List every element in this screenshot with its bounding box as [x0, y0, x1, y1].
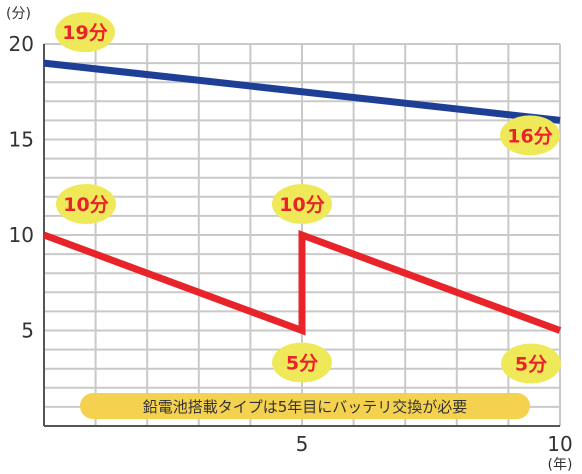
- value-label: 10分: [56, 184, 116, 224]
- label-text: 5分: [515, 354, 547, 376]
- data-labels: 19分 16分 10分 10分 5分 5分: [55, 12, 561, 384]
- series-line-1: [43, 59, 561, 124]
- note-text: 鉛電池搭載タイプは5年目にバッテリ交換が必要: [143, 398, 468, 416]
- value-label: 10分: [272, 184, 332, 224]
- x-axis-unit: (年): [548, 457, 573, 473]
- y-tick-label: 5: [21, 319, 34, 343]
- value-label: 5分: [272, 342, 332, 383]
- label-text: 5分: [286, 353, 318, 375]
- label-bubble: [55, 12, 115, 53]
- note-background: [80, 393, 530, 419]
- value-label: 16分: [500, 115, 560, 156]
- label-bubble: [272, 342, 332, 383]
- value-label: 19分: [55, 12, 115, 53]
- label-bubble: [500, 115, 560, 156]
- label-text: 19分: [62, 22, 107, 44]
- tick-labels: 5 10 15 20 5 10: [9, 32, 573, 456]
- series-layer: [42, 59, 562, 336]
- y-tick-label: 20: [9, 32, 34, 56]
- label-text: 10分: [63, 194, 108, 216]
- label-bubble: [501, 343, 561, 384]
- x-tick-label: 10: [547, 432, 572, 456]
- label-bubble: [56, 184, 116, 224]
- note-box: 鉛電池搭載タイプは5年目にバッテリ交換が必要: [80, 393, 530, 419]
- label-text: 10分: [279, 194, 324, 216]
- value-label: 5分: [501, 343, 561, 384]
- y-axis-unit: (分): [6, 6, 31, 22]
- series-line-2: [42, 229, 562, 336]
- x-tick-label: 5: [296, 432, 309, 456]
- y-tick-label: 10: [9, 223, 34, 247]
- label-bubble: [272, 184, 332, 224]
- label-text: 16分: [507, 125, 552, 147]
- y-tick-label: 15: [9, 128, 34, 152]
